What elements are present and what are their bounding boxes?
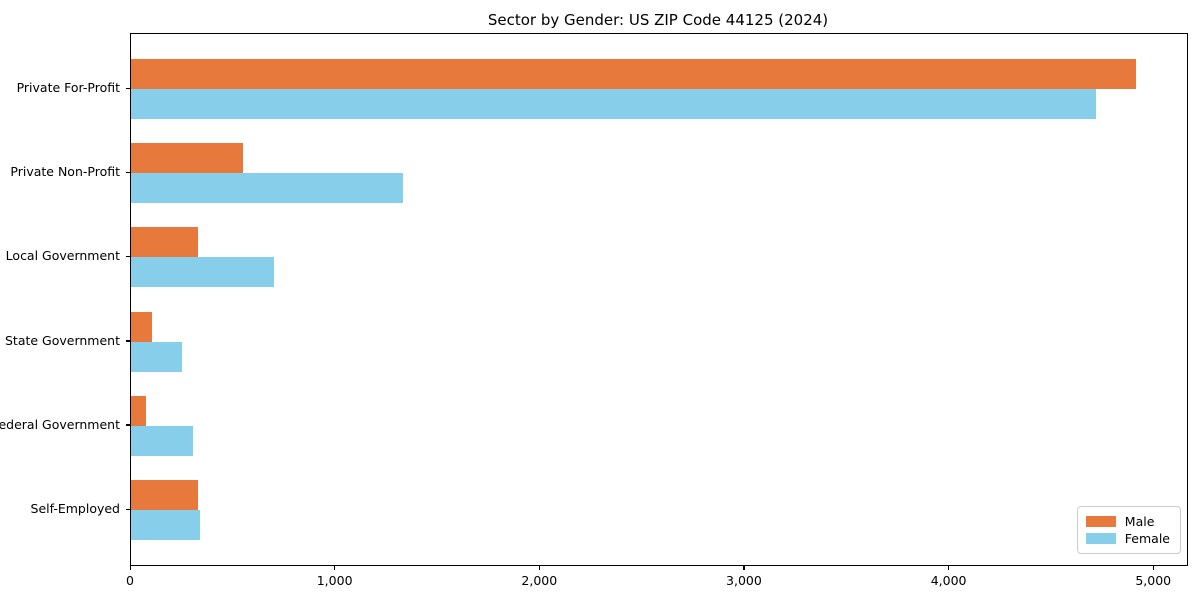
y-tick-mark — [126, 340, 130, 342]
y-tick-label: Self-Employed — [30, 501, 120, 517]
x-tick-mark — [129, 565, 131, 570]
x-tick-mark — [948, 565, 950, 570]
bar-female — [131, 89, 1096, 119]
y-tick-mark — [126, 87, 130, 89]
bar-male — [131, 480, 198, 511]
y-tick-mark — [126, 171, 130, 174]
plot-area: Male Female — [130, 33, 1188, 566]
bar-male — [131, 143, 243, 174]
x-tick-mark — [1152, 565, 1155, 570]
x-tick-mark — [743, 565, 745, 570]
chart-title: Sector by Gender: US ZIP Code 44125 (202… — [487, 11, 829, 29]
bar-female — [131, 257, 275, 288]
y-tick-label: Federal Government — [0, 416, 120, 432]
bar-male — [131, 59, 1136, 89]
x-tick-label: 1,000 — [316, 572, 353, 588]
y-tick-mark — [126, 424, 130, 426]
bar-female — [131, 510, 200, 541]
legend-swatch-female — [1085, 533, 1116, 544]
legend-item-female: Female — [1085, 530, 1170, 547]
bar-female — [131, 341, 183, 372]
y-axis: Private For-Profit Private Non-Profit Loca… — [0, 33, 130, 564]
x-tick-label: 0 — [126, 572, 134, 588]
legend-label: Female — [1124, 531, 1170, 546]
legend-item-male: Male — [1085, 513, 1170, 530]
bar-male — [131, 311, 153, 342]
y-tick-label: Local Government — [5, 248, 120, 264]
y-tick-mark — [126, 508, 130, 510]
y-tick-label: State Government — [4, 332, 120, 348]
x-tick-mark — [538, 565, 541, 570]
x-tick-label: 2,000 — [521, 572, 558, 588]
x-tick-label: 3,000 — [726, 572, 762, 588]
legend-swatch-male — [1085, 516, 1116, 527]
y-tick-label: Private For-Profit — [16, 80, 120, 95]
y-tick-mark — [126, 255, 130, 258]
bar-male — [131, 395, 147, 426]
x-tick-mark — [334, 565, 336, 570]
bar-male — [131, 227, 198, 258]
x-axis: 0 1,000 2,000 3,000 4,000 5,000 — [126, 565, 1186, 600]
x-tick-label: 4,000 — [930, 572, 967, 588]
legend: Male Female — [1076, 506, 1181, 554]
bar-female — [131, 425, 194, 456]
y-tick-label: Private Non-Profit — [10, 164, 120, 180]
bar-female — [131, 173, 404, 204]
x-tick-label: 5,000 — [1135, 572, 1172, 588]
legend-label: Male — [1124, 514, 1155, 529]
